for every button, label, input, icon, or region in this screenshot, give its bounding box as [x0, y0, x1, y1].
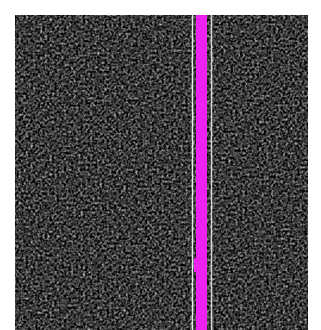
magenta-stripe: [196, 15, 207, 330]
page: {} html, body { margin: 0; padding: 0; b…: [0, 0, 321, 330]
stripe-notch: [194, 258, 197, 272]
noise-texture: [15, 15, 308, 330]
image: [0, 0, 321, 330]
noise-field: [15, 15, 308, 330]
body: [0, 0, 321, 330]
